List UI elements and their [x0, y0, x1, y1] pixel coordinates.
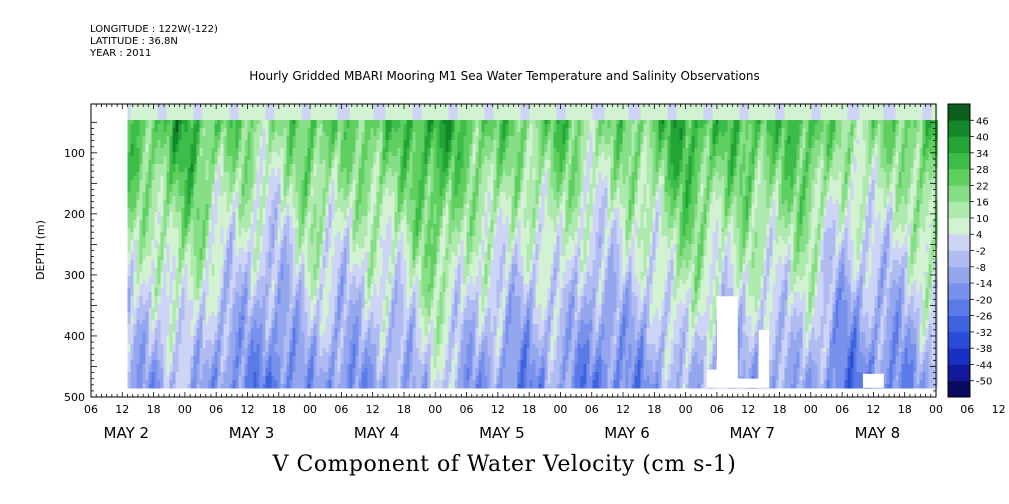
x-tick-label: 06 [209, 403, 223, 416]
x-axis-title: V Component of Water Velocity (cm s-1) [272, 452, 737, 477]
x-tick-label: 06 [460, 403, 474, 416]
x-day-label: MAY 8 [855, 424, 901, 442]
x-tick-label: 06 [960, 403, 974, 416]
x-tick-label: 00 [804, 403, 818, 416]
colorbar-swatch [948, 234, 970, 251]
colorbar-label: 40 [976, 133, 989, 144]
colorbar-swatch [948, 120, 970, 137]
no-data-region [758, 329, 770, 388]
x-tick-label: 12 [866, 403, 880, 416]
y-tick-label: 400 [64, 330, 85, 343]
colorbar-label: 16 [976, 198, 989, 209]
chart-title: Hourly Gridded MBARI Mooring M1 Sea Wate… [249, 69, 760, 83]
x-tick-label: 00 [679, 403, 693, 416]
x-tick-label: 06 [84, 403, 98, 416]
colorbar-label: 28 [976, 165, 989, 176]
x-day-label: MAY 3 [229, 424, 275, 442]
x-tick-label: 12 [366, 403, 380, 416]
colorbar-swatch [948, 250, 970, 268]
x-tick-label: 18 [898, 403, 912, 416]
colorbar-swatch [948, 364, 970, 382]
colorbar-label: -14 [976, 279, 992, 290]
colorbar-swatch [948, 169, 970, 186]
colorbar-swatch [948, 380, 970, 398]
x-tick-label: 18 [397, 403, 411, 416]
colorbar-swatch [948, 201, 970, 219]
x-tick-label: 12 [240, 403, 254, 416]
x-day-label: MAY 4 [354, 424, 400, 442]
x-day-label: MAY 7 [729, 424, 775, 442]
x-day-label: MAY 5 [479, 424, 525, 442]
colorbar-label: 22 [976, 181, 989, 192]
x-tick-label: 12 [992, 403, 1006, 416]
no-data-region [737, 378, 759, 388]
colorbar-swatch [948, 283, 970, 300]
x-tick-label: 12 [741, 403, 755, 416]
colorbar-swatch [948, 136, 970, 154]
no-data-region [862, 373, 884, 388]
colorbar-label: 34 [976, 149, 989, 160]
x-day-label: MAY 2 [104, 424, 150, 442]
colorbar-swatch [948, 348, 970, 365]
colorbar-label: -2 [976, 247, 986, 258]
x-tick-label: 00 [178, 403, 192, 416]
longitude-label: LONGITUDE : 122W(-122) [90, 24, 218, 35]
y-tick-label: 200 [64, 208, 85, 221]
x-tick-label: 12 [115, 403, 129, 416]
no-data-region [706, 369, 717, 388]
colorbar-swatch [948, 315, 970, 333]
no-data-region [716, 296, 738, 388]
colorbar-label: -8 [976, 263, 986, 274]
x-tick-label: 12 [616, 403, 630, 416]
y-tick-label: 300 [64, 269, 85, 282]
colorbar-swatch [948, 299, 970, 316]
x-tick-label: 18 [522, 403, 536, 416]
y-tick-label: 500 [64, 391, 85, 404]
colorbar-label: -44 [976, 360, 992, 371]
x-tick-label: 06 [585, 403, 599, 416]
y-tick-label: 100 [64, 147, 85, 160]
x-tick-label: 06 [835, 403, 849, 416]
latitude-label: LATITUDE : 36.8N [90, 36, 178, 47]
colorbar-label: -50 [976, 377, 992, 388]
x-tick-label: 06 [710, 403, 724, 416]
x-tick-label: 18 [647, 403, 661, 416]
heatmap-field [127, 104, 939, 389]
x-tick-label: 00 [929, 403, 943, 416]
x-tick-label: 18 [272, 403, 286, 416]
y-axis-label: DEPTH (m) [34, 220, 47, 280]
colorbar-label: -32 [976, 328, 992, 339]
colorbar-label: -26 [976, 312, 992, 323]
x-tick-label: 06 [334, 403, 348, 416]
colorbar-swatch [948, 185, 970, 202]
x-tick-label: 18 [147, 403, 161, 416]
colorbar-swatch [948, 266, 970, 284]
colorbar-swatch [948, 152, 970, 170]
year-label: YEAR : 2011 [90, 48, 152, 59]
colorbar-swatch [948, 331, 970, 349]
colorbar-label: -38 [976, 344, 992, 355]
x-tick-label: 12 [491, 403, 505, 416]
x-day-label: MAY 6 [604, 424, 650, 442]
colorbar-label: 4 [976, 230, 982, 241]
x-tick-label: 00 [303, 403, 317, 416]
x-tick-label: 00 [553, 403, 567, 416]
x-tick-label: 18 [773, 403, 787, 416]
colorbar-swatch [948, 104, 970, 121]
colorbar-label: 46 [976, 116, 989, 127]
colorbar-label: 10 [976, 214, 989, 225]
colorbar-swatch [948, 217, 970, 235]
colorbar-label: -20 [976, 295, 992, 306]
x-tick-label: 00 [428, 403, 442, 416]
